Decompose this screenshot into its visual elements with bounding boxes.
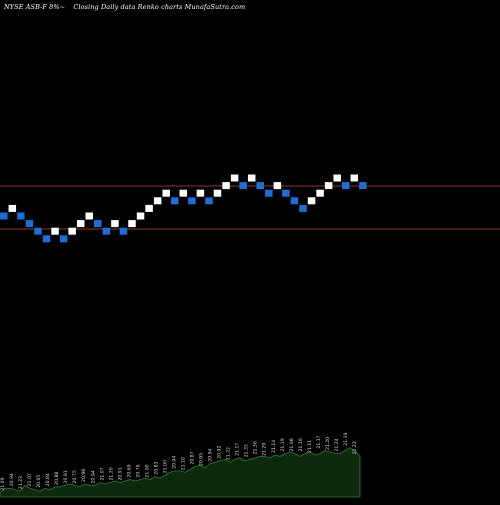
volume-label: 20.98 [81, 469, 87, 482]
volume-label: 21.08 [289, 438, 295, 451]
volume-label: 20.95 [36, 475, 42, 488]
volume-label: 20.91 [63, 470, 69, 483]
renko-brick-down [42, 235, 51, 243]
renko-brick-down [34, 227, 42, 235]
renko-brick-down [205, 197, 213, 205]
volume-label: 21.14 [271, 440, 277, 453]
renko-brick-up [85, 212, 93, 220]
volume-label: 21.19 [343, 432, 349, 445]
volume-label: 20.91 [117, 467, 123, 480]
renko-brick-down [119, 227, 128, 235]
volume-label: 20.83 [153, 461, 159, 474]
renko-brick-up [213, 189, 222, 197]
volume-label: 21.10 [181, 457, 187, 470]
volume-label: 20.69 [126, 464, 132, 477]
renko-brick-up [230, 174, 239, 182]
renko-brick-up [153, 197, 162, 205]
volume-label: 20.92 [217, 446, 223, 459]
renko-bricks [0, 174, 367, 243]
volume-label: 21.23 [18, 476, 24, 489]
renko-brick-up [333, 174, 341, 182]
volume-label: 21.29 [262, 443, 268, 456]
renko-brick-up [316, 189, 324, 197]
volume-label: 21.11 [307, 440, 313, 453]
reference-lines [0, 185, 500, 230]
renko-brick-down [299, 204, 307, 212]
chart-symbol: NYSE ASB-F 8%~ [4, 3, 66, 11]
renko-brick-down [17, 212, 25, 220]
volume-label: 21.33 [244, 444, 250, 457]
volume-label: 20.84 [45, 473, 51, 486]
volume-labels: 21.09 20.94 21.23 21.07 20.95 20.84 20.88 20.91… [0, 432, 358, 490]
volume-label: 21.36 [253, 441, 259, 454]
renko-brick-down [239, 182, 247, 190]
renko-brick-up [51, 227, 59, 235]
renko-brick-up [136, 212, 145, 220]
renko-brick-down [282, 189, 290, 197]
volume-label: 21.20 [325, 437, 331, 450]
chart-header-text: Closing Daily data Renko charts MunafaSu… [73, 3, 246, 11]
renko-brick-down [256, 182, 264, 190]
renko-brick-up [8, 204, 17, 212]
renko-brick-down [94, 220, 102, 228]
renko-brick-up [128, 220, 136, 228]
chart-header: NYSE ASB-F 8%~ Closing Daily data Renko … [4, 3, 245, 11]
volume-label: 20.94 [171, 456, 177, 469]
renko-brick-up [145, 204, 153, 212]
volume-label: 20.95 [199, 453, 205, 466]
renko-brick-up [162, 189, 170, 197]
renko-brick-down [290, 197, 299, 205]
volume-label: 20.75 [72, 470, 78, 483]
renko-brick-down [102, 227, 111, 235]
volume-panel [0, 447, 361, 498]
renko-brick-up [307, 197, 316, 205]
renko-brick-down [359, 182, 367, 190]
volume-label: 21.00 [144, 464, 150, 477]
volume-label: 20.87 [190, 451, 196, 464]
renko-brick-up [324, 182, 333, 190]
renko-brick-up [179, 189, 188, 197]
volume-label: 21.19 [280, 438, 286, 451]
renko-brick-down [342, 182, 350, 190]
volume-label: 21.10 [298, 438, 304, 451]
volume-label: 21.24 [334, 438, 340, 451]
renko-brick-down [188, 197, 196, 205]
volume-label: 20.94 [9, 473, 15, 486]
volume-label: 21.00 [162, 460, 168, 473]
renko-brick-down [59, 235, 68, 243]
volume-label: 21.07 [27, 473, 33, 486]
renko-brick-up [247, 174, 256, 182]
renko-brick-down [171, 197, 179, 205]
volume-area [0, 447, 361, 498]
volume-label: 21.20 [108, 467, 114, 480]
volume-label: 21.17 [316, 435, 322, 448]
volume-label: 20.76 [135, 464, 141, 477]
volume-label: 20.94 [208, 448, 214, 461]
renko-brick-up [76, 220, 85, 228]
renko-brick-up [111, 220, 119, 228]
volume-label: 21.09 [0, 477, 6, 490]
renko-brick-up [222, 182, 230, 190]
volume-label: 21.22 [352, 441, 358, 454]
renko-brick-up [273, 182, 282, 190]
renko-brick-down [25, 220, 34, 228]
renko-brick-down [265, 189, 273, 197]
volume-label: 21.07 [99, 467, 105, 480]
renko-brick-up [196, 189, 205, 197]
volume-label: 21.17 [235, 443, 241, 456]
volume-label: 20.94 [90, 470, 96, 483]
volume-label: 21.22 [226, 447, 232, 460]
renko-brick-down [0, 212, 8, 220]
volume-label: 20.88 [54, 472, 60, 485]
renko-brick-up [68, 227, 76, 235]
renko-brick-up [350, 174, 359, 182]
